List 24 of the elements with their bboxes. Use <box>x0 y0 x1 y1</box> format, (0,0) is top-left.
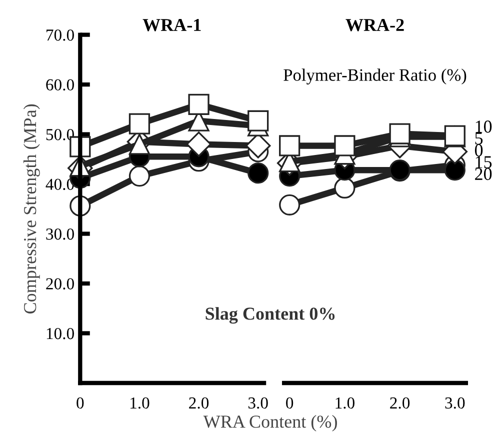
chart-title: WRA-2 <box>346 18 404 32</box>
series-label: 5 <box>475 132 483 145</box>
x-tick-label: 3.0 <box>248 397 268 409</box>
y-tick-label: 60.0 <box>46 79 74 91</box>
y-tick-label: 30.0 <box>46 228 74 240</box>
x-tick-label: 1.0 <box>336 397 354 409</box>
x-tick-label: 2.0 <box>390 397 410 409</box>
x-tick-label: 0 <box>286 397 294 409</box>
x-tick-label: 3.0 <box>445 397 465 409</box>
y-tick-label: 70.0 <box>46 29 74 41</box>
chart-title: WRA-1 <box>142 19 201 32</box>
x-tick-label: 1.0 <box>130 397 150 409</box>
y-axis-title: Compressive Strength (MPa) <box>23 104 40 314</box>
legend-title: Polymer-Binder Ratio (%) <box>284 68 466 84</box>
annotation: Slag Content 0% <box>206 307 335 324</box>
series-label: 0 <box>474 144 483 156</box>
x-tick-label: 2.0 <box>189 397 209 409</box>
y-tick-label: 20.0 <box>46 278 74 290</box>
y-tick-label: 10.0 <box>46 328 74 340</box>
x-axis-title: WRA Content (%) <box>203 415 337 432</box>
x-tick-label: 0 <box>76 397 84 409</box>
series-label: 10 <box>476 120 492 133</box>
series-label: 20 <box>475 168 492 180</box>
series-label: 15 <box>476 156 492 168</box>
